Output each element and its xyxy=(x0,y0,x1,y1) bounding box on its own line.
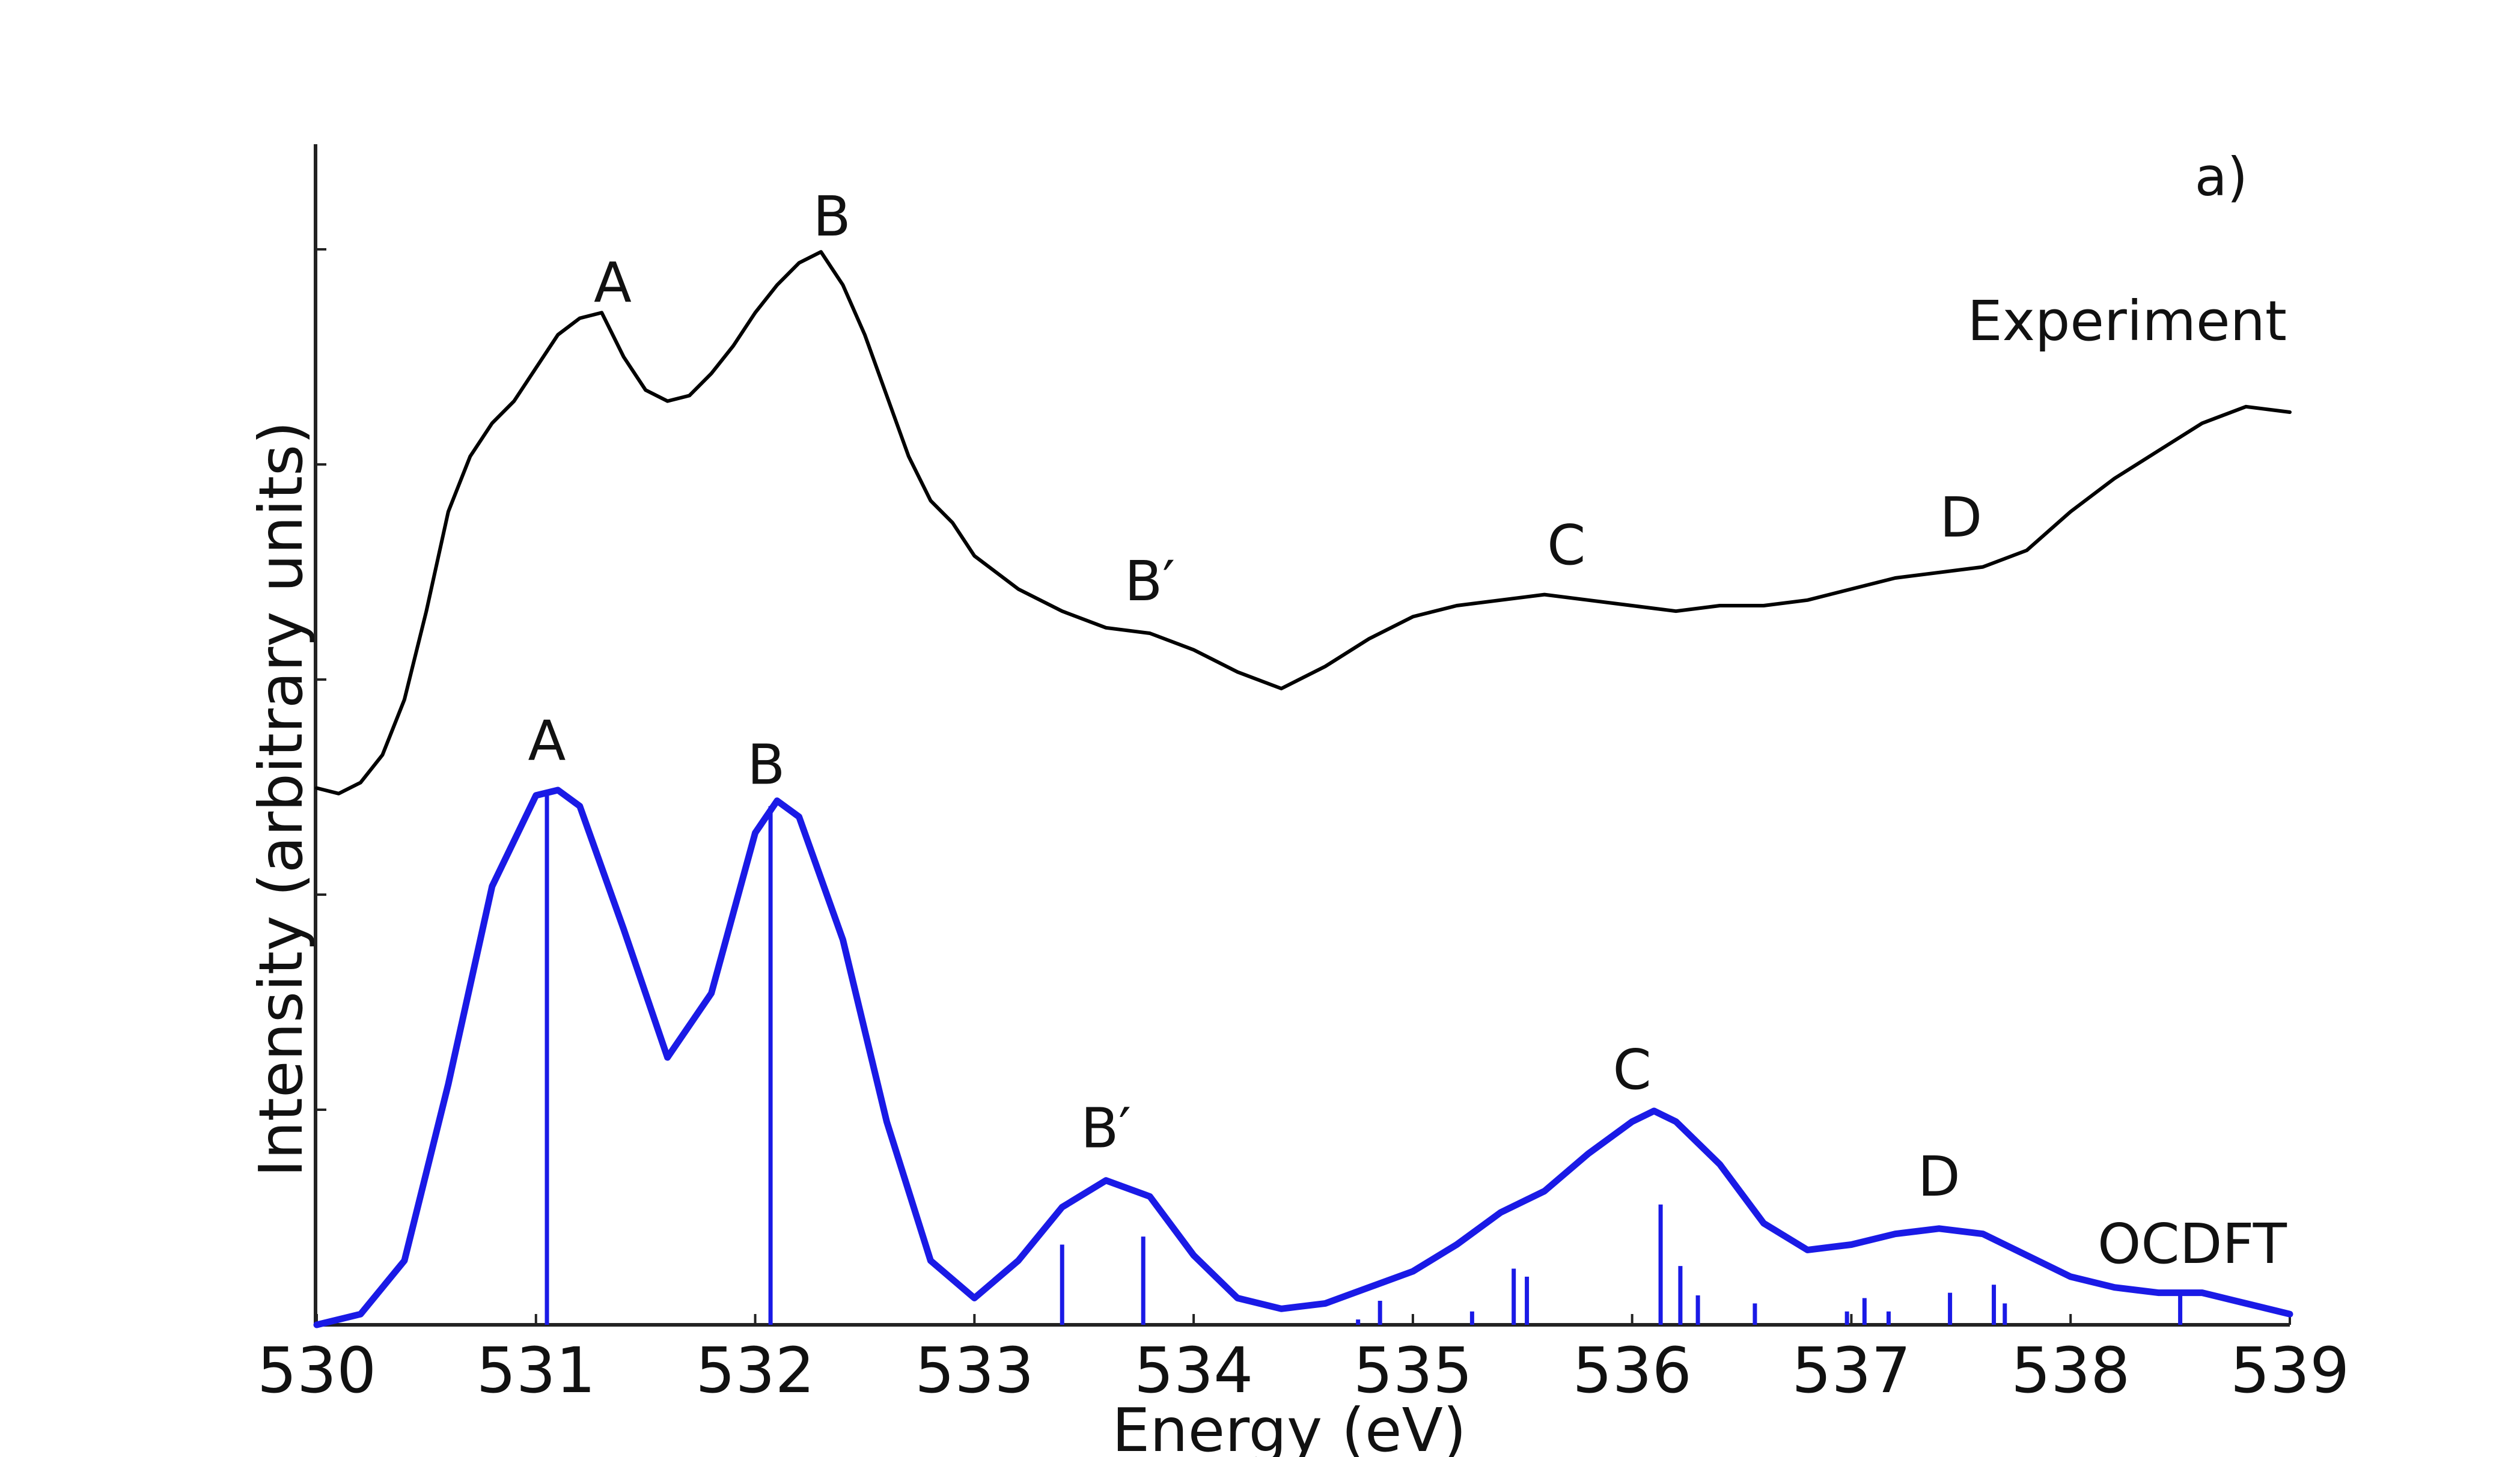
x-tick-label: 530 xyxy=(257,1334,377,1407)
experiment-series-label: Experiment xyxy=(1967,289,2287,353)
peak-label: A xyxy=(528,708,566,773)
peak-label: B xyxy=(747,733,785,797)
sticks-layer xyxy=(545,790,2183,1325)
peak-label: B′ xyxy=(1124,549,1175,613)
peak-label: D xyxy=(1918,1145,1960,1209)
x-tick-label: 537 xyxy=(1792,1334,1911,1407)
ocdft-line xyxy=(313,786,2293,1328)
peak-label: D xyxy=(1939,485,1982,550)
x-tick-label: 539 xyxy=(2230,1334,2350,1407)
x-tick-label: 535 xyxy=(1353,1334,1473,1407)
panel-label: a) xyxy=(2195,146,2248,208)
experiment-line xyxy=(315,250,2292,795)
peak-label: B xyxy=(813,184,851,249)
annotations-layer: A B B′ C D A B B′ C D xyxy=(528,184,1983,1209)
x-tick-label: 534 xyxy=(1134,1334,1254,1407)
x-axis-label: Energy (eV) xyxy=(1112,1395,1466,1457)
x-tick-label: 531 xyxy=(477,1334,596,1407)
y-axis-label: Intensity (arbitrary units) xyxy=(246,421,316,1177)
peak-label: A xyxy=(594,251,632,315)
x-tick-label: 533 xyxy=(915,1334,1034,1407)
x-tick-label: 536 xyxy=(1572,1334,1692,1407)
ocdft-series-label: OCDFT xyxy=(2097,1212,2287,1276)
axes: 530 531 532 533 534 535 536 537 538 539 xyxy=(257,144,2350,1407)
x-tick-label: 532 xyxy=(695,1334,815,1407)
peak-label: C xyxy=(1613,1038,1652,1102)
peak-label: C xyxy=(1547,513,1585,577)
series-layer: Experiment OCDFT xyxy=(313,250,2293,1328)
x-tick-label: 538 xyxy=(2011,1334,2131,1407)
peak-label: B′ xyxy=(1081,1097,1131,1161)
